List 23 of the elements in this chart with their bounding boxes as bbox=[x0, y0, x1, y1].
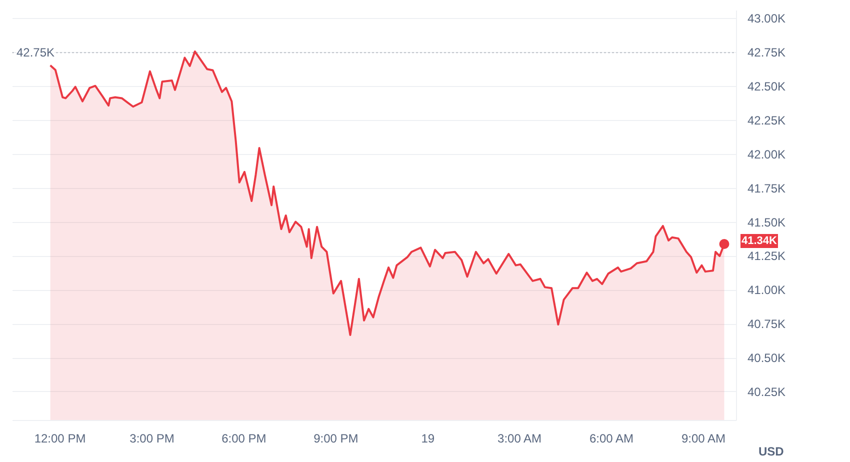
y-tick-label: 42.25K bbox=[748, 113, 786, 128]
y-tick-label: 40.25K bbox=[748, 384, 786, 399]
y-tick-label: 41.00K bbox=[748, 283, 786, 298]
x-tick-label: 9:00 PM bbox=[314, 432, 358, 446]
text: USD bbox=[758, 444, 784, 458]
y-tick-label: 42.75K bbox=[748, 46, 786, 60]
y-tick-label: 41.75K bbox=[748, 181, 786, 196]
x-tick-label: 3:00 AM bbox=[498, 432, 542, 446]
x-tick-label: 9:00 AM bbox=[681, 432, 726, 446]
x-tick-label: 6:00 PM bbox=[222, 432, 266, 446]
y-tick-label: 42.50K bbox=[748, 80, 786, 94]
x-tick-label: 6:00 AM bbox=[589, 432, 634, 446]
y-tick-label: 42.00K bbox=[748, 147, 786, 162]
y-tick-label: 40.75K bbox=[748, 317, 786, 332]
ref-line-label: 42.75K bbox=[16, 46, 55, 60]
x-tick-label: 3:00 PM bbox=[130, 432, 174, 446]
annotation: 41.34K bbox=[742, 235, 778, 248]
x-tick-label: 12:00 PM bbox=[34, 432, 86, 446]
y-tick-label: 41.50K bbox=[748, 215, 786, 230]
y-tick-label: 41.25K bbox=[748, 249, 786, 264]
y-tick-label: 40.50K bbox=[748, 351, 786, 366]
x-tick-label: 19 bbox=[421, 432, 435, 446]
y-tick-label: 43.00K bbox=[748, 12, 786, 26]
